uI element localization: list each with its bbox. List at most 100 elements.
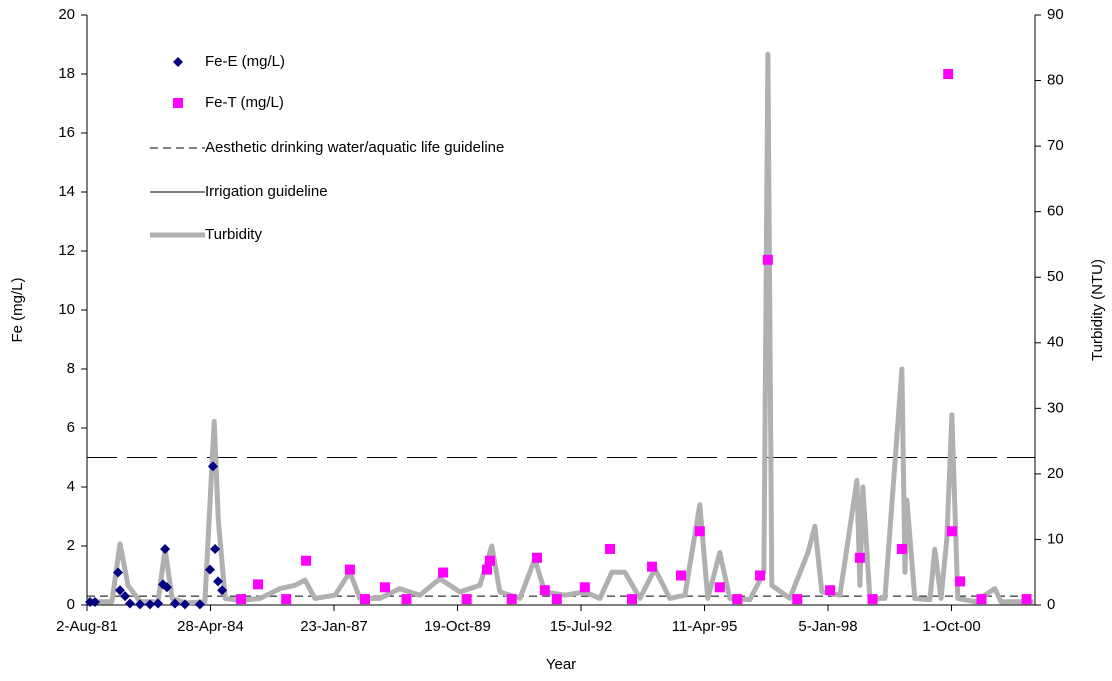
x-tick-label: 23-Jan-87 bbox=[300, 618, 368, 635]
fe-t-point bbox=[825, 585, 836, 596]
legend-label: Aesthetic drinking water/aquatic life gu… bbox=[205, 139, 505, 156]
y-axis-label: Fe (mg/L) bbox=[9, 277, 26, 342]
fe-t-point bbox=[943, 69, 954, 79]
legend-label-box: Turbidity bbox=[205, 226, 262, 243]
y2-tick-label: 80 bbox=[1047, 72, 1064, 89]
fe-e-point bbox=[114, 585, 125, 596]
fe-e-point bbox=[84, 597, 95, 608]
legend-label-box: Fe-T (mg/L) bbox=[205, 94, 284, 111]
fe-t-point bbox=[647, 561, 658, 572]
fe-t-point bbox=[551, 594, 562, 605]
x-tick-label: 15-Jul-92 bbox=[550, 618, 613, 635]
x-tick-label: 1-Oct-00 bbox=[922, 618, 980, 635]
fe-t-point bbox=[438, 567, 449, 578]
legend-label: Irrigation guideline bbox=[205, 183, 328, 200]
fe-e-point bbox=[207, 461, 218, 472]
fe-t-point bbox=[482, 564, 493, 575]
fe-e-point bbox=[134, 599, 145, 610]
y2-axis-label: Turbidity (NTU) bbox=[1089, 259, 1106, 361]
y-tick-label: 12 bbox=[58, 242, 75, 259]
x-tick-label: 5-Jan-98 bbox=[798, 618, 857, 635]
x-axis-label: Year bbox=[546, 656, 576, 673]
legend-label-box: Irrigation guideline bbox=[205, 183, 328, 200]
fe-t-point bbox=[676, 570, 687, 581]
y-tick-label: 4 bbox=[67, 478, 75, 495]
fe-t-point bbox=[867, 594, 878, 605]
fe-t-point bbox=[955, 576, 966, 587]
fe-t-point bbox=[605, 543, 616, 554]
fe-t-point bbox=[627, 594, 638, 605]
fe-e-point bbox=[161, 582, 172, 593]
y-tick-label: 6 bbox=[67, 419, 75, 436]
fe-t-point bbox=[539, 585, 550, 596]
legend-label: Fe-E (mg/L) bbox=[205, 53, 286, 70]
fe-t-point bbox=[301, 555, 312, 566]
fe-e-point bbox=[124, 598, 135, 609]
legend-swatch bbox=[173, 98, 183, 108]
fe-t-point bbox=[732, 594, 743, 605]
fe-t-point bbox=[762, 254, 773, 265]
y2-tick-label: 40 bbox=[1047, 334, 1064, 351]
y-tick-label: 10 bbox=[58, 301, 75, 318]
fe-t-point bbox=[946, 526, 957, 537]
fe-e-point bbox=[144, 599, 155, 610]
fe-t-point bbox=[854, 552, 865, 563]
legend-label-box: Aesthetic drinking water/aquatic life gu… bbox=[205, 139, 505, 156]
y2-tick-label: 20 bbox=[1047, 465, 1064, 482]
fe-e-point bbox=[194, 599, 205, 610]
fe-t-point bbox=[401, 594, 412, 605]
fe-t-point bbox=[484, 555, 495, 566]
y-tick-label: 14 bbox=[58, 183, 75, 200]
fe-e-point bbox=[90, 597, 101, 608]
x-tick-label: 28-Apr-84 bbox=[177, 618, 244, 635]
fe-e-point bbox=[205, 564, 216, 575]
legend-label: Turbidity bbox=[205, 226, 262, 243]
y2-tick-label: 60 bbox=[1047, 203, 1064, 220]
x-tick-label: 2-Aug-81 bbox=[56, 618, 118, 635]
fe-t-point bbox=[281, 594, 292, 605]
fe-t-point bbox=[976, 594, 987, 605]
fe-e-point bbox=[213, 576, 224, 587]
fe-e-point bbox=[169, 598, 180, 609]
fe-t-point bbox=[532, 552, 543, 563]
fe-t-point bbox=[506, 594, 517, 605]
y-tick-label: 20 bbox=[58, 6, 75, 23]
y2-tick-label: 50 bbox=[1047, 268, 1064, 285]
legend-swatch bbox=[173, 57, 183, 67]
fe-t-point bbox=[792, 594, 803, 605]
fe-t-point bbox=[1021, 594, 1032, 605]
fe-t-point bbox=[579, 582, 590, 593]
y-tick-label: 18 bbox=[58, 65, 75, 82]
y2-tick-label: 90 bbox=[1047, 6, 1064, 23]
fe-e-point bbox=[112, 567, 123, 578]
fe-t-point bbox=[253, 579, 264, 590]
y2-tick-label: 0 bbox=[1047, 596, 1055, 613]
fe-e-point bbox=[210, 543, 221, 554]
fe-e-point bbox=[179, 599, 190, 610]
legend-label-box: Fe-E (mg/L) bbox=[205, 53, 286, 70]
fe-t-point bbox=[896, 543, 907, 554]
fe-t-point bbox=[694, 526, 705, 537]
legend-label: Fe-T (mg/L) bbox=[205, 94, 284, 111]
fe-t-point bbox=[380, 582, 391, 593]
turbidity-line bbox=[87, 51, 1034, 606]
fe-e-point bbox=[120, 591, 131, 602]
fe-e-point bbox=[160, 543, 171, 554]
y2-tick-label: 30 bbox=[1047, 399, 1064, 416]
x-tick-label: 11-Apr-95 bbox=[672, 618, 738, 635]
y-tick-label: 2 bbox=[67, 537, 75, 554]
fe-t-point bbox=[360, 594, 371, 605]
y-tick-label: 8 bbox=[67, 360, 75, 377]
fe-e-point bbox=[217, 585, 228, 596]
y-tick-label: 0 bbox=[67, 596, 75, 613]
fe-t-point bbox=[755, 570, 766, 581]
x-tick-label: 19-Oct-89 bbox=[424, 618, 491, 635]
y-tick-label: 16 bbox=[58, 124, 75, 141]
fe-t-point bbox=[236, 594, 247, 605]
fe-t-point bbox=[461, 594, 472, 605]
y2-tick-label: 10 bbox=[1047, 530, 1064, 547]
fe-t-point bbox=[714, 582, 725, 593]
fe-t-point bbox=[344, 564, 355, 575]
fe-e-point bbox=[153, 598, 164, 609]
